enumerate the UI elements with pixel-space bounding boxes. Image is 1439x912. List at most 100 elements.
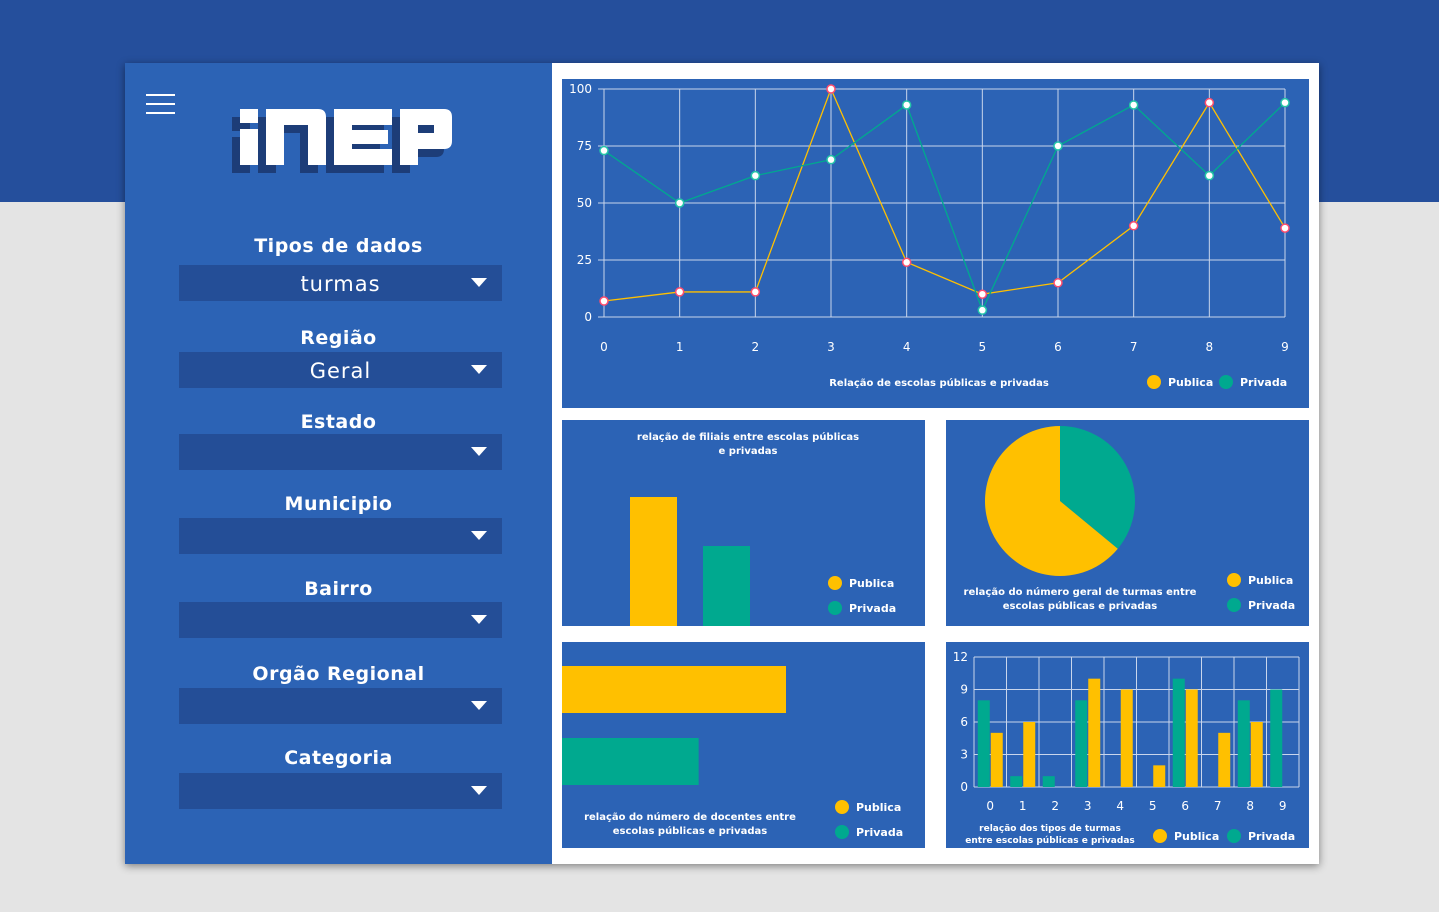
x-tick-label: 4 [903,340,911,354]
x-tick-label: 8 [1246,799,1254,813]
data-point-publica [1053,278,1063,288]
bar-publica [1023,722,1036,787]
line-chart: 0 1 2 3 4 5 6 7 8 9 0 25 50 75 100 Relação de escolas p… [569,82,1290,389]
caret-down-icon [471,615,487,624]
select-orgao-regional[interactable] [179,688,502,724]
filiais-chart-panel: relação de filiais entre escolas pública… [562,420,925,626]
caret-down-icon [471,786,487,795]
x-tick-label: 3 [827,340,835,354]
data-point-privada [674,198,685,208]
legend-label-publica: Publica [856,801,901,814]
sidebar: Tipos de dados turmas Região Geral Estad… [125,63,552,864]
pie-slice-publica [985,426,1118,576]
y-tick-label: 12 [953,650,968,664]
caret-down-icon [471,278,487,287]
legend-swatch-publica [1227,573,1241,587]
x-tick-label: 5 [979,340,987,354]
data-point-publica [901,257,912,268]
legend-swatch-publica [1153,829,1167,843]
x-tick-label: 1 [676,340,684,354]
bar-publica [1088,678,1101,787]
y-tick-label: 6 [960,715,968,729]
data-point-privada [1053,141,1063,151]
y-tick-label: 3 [960,748,968,762]
data-point-publica [750,287,761,297]
legend-label-privada: Privada [1240,376,1287,389]
pie-slice-privada [1060,426,1135,549]
bar-privada [562,738,699,785]
data-point-publica [674,287,685,297]
data-point-privada [1280,97,1290,108]
data-point-publica [1204,97,1215,108]
legend-label-privada: Privada [849,602,896,615]
series-line-privada [603,102,1286,312]
data-point-publica [599,296,609,306]
bar-privada [1075,700,1088,787]
hamburger-icon[interactable] [146,94,175,114]
legend-swatch-publica [1147,375,1161,389]
bar-privada [1270,689,1283,787]
bar-publica [1120,689,1133,787]
filter-label-estado: Estado [300,411,377,433]
series-line-publica [603,87,1286,302]
chart-title: relação do número de docentes entre escol… [584,811,796,837]
inep-logo [230,99,460,193]
select-value: Geral [309,359,372,383]
select-categoria[interactable] [179,773,502,809]
legend-label-publica: Publica [1168,376,1213,389]
bar-publica [562,666,786,713]
data-point-privada [901,100,912,110]
chart-title: relação do número geral de turmas entre e… [964,586,1197,612]
chart-title: Relação de escolas públicas e privadas [829,377,1049,389]
caret-down-icon [471,531,487,540]
legend-label-privada: Privada [1248,830,1295,843]
x-tick-label: 0 [986,799,994,813]
x-tick-label: 9 [1279,799,1287,813]
select-value: turmas [300,272,381,296]
y-tick-label: 100 [569,82,592,96]
data-point-publica [1280,223,1290,233]
turmas-pie-chart: relação do número geral de turmas entre e… [964,426,1295,612]
legend-swatch-privada [835,825,849,839]
filiais-bar-chart: relação de filiais entre escolas pública… [630,431,896,626]
data-point-publica [1128,221,1139,231]
bar-privada [1237,700,1250,787]
bar-publica [990,732,1003,787]
x-tick-label: 9 [1281,340,1289,354]
select-regiao[interactable]: Geral [179,352,502,388]
legend-label-publica: Publica [849,577,894,590]
bar-privada [1042,776,1055,787]
x-tick-label: 0 [600,340,608,354]
docentes-chart-panel: relação do número de docentes entre escol… [562,642,925,848]
x-tick-label: 6 [1054,340,1062,354]
docentes-bar-chart: relação do número de docentes entre escol… [562,666,903,839]
bar-privada [703,546,750,626]
data-point-privada [599,145,609,156]
data-point-privada [750,170,761,181]
x-tick-label: 5 [1149,799,1157,813]
select-tipos-de-dados[interactable]: turmas [179,265,502,301]
bar-publica [1153,765,1166,787]
filter-label-municipio: Municipio [284,493,393,515]
data-point-privada [977,305,988,315]
x-tick-label: 6 [1181,799,1189,813]
chart-title: relação dos tipos de turmas entre escolas… [965,824,1135,846]
caret-down-icon [471,365,487,374]
data-point-publica [826,84,836,94]
x-tick-label: 7 [1130,340,1138,354]
bar-privada [977,700,990,787]
select-bairro[interactable] [179,602,502,638]
x-tick-label: 8 [1206,340,1214,354]
legend-swatch-privada [828,601,842,615]
caret-down-icon [471,701,487,710]
data-point-privada [1204,170,1215,181]
data-point-privada [826,154,836,165]
select-municipio[interactable] [179,518,502,554]
legend-swatch-publica [828,576,842,590]
bar-publica [630,497,677,626]
select-estado[interactable] [179,434,502,470]
x-tick-label: 7 [1214,799,1222,813]
legend-swatch-publica [835,800,849,814]
x-tick-label: 1 [1019,799,1027,813]
